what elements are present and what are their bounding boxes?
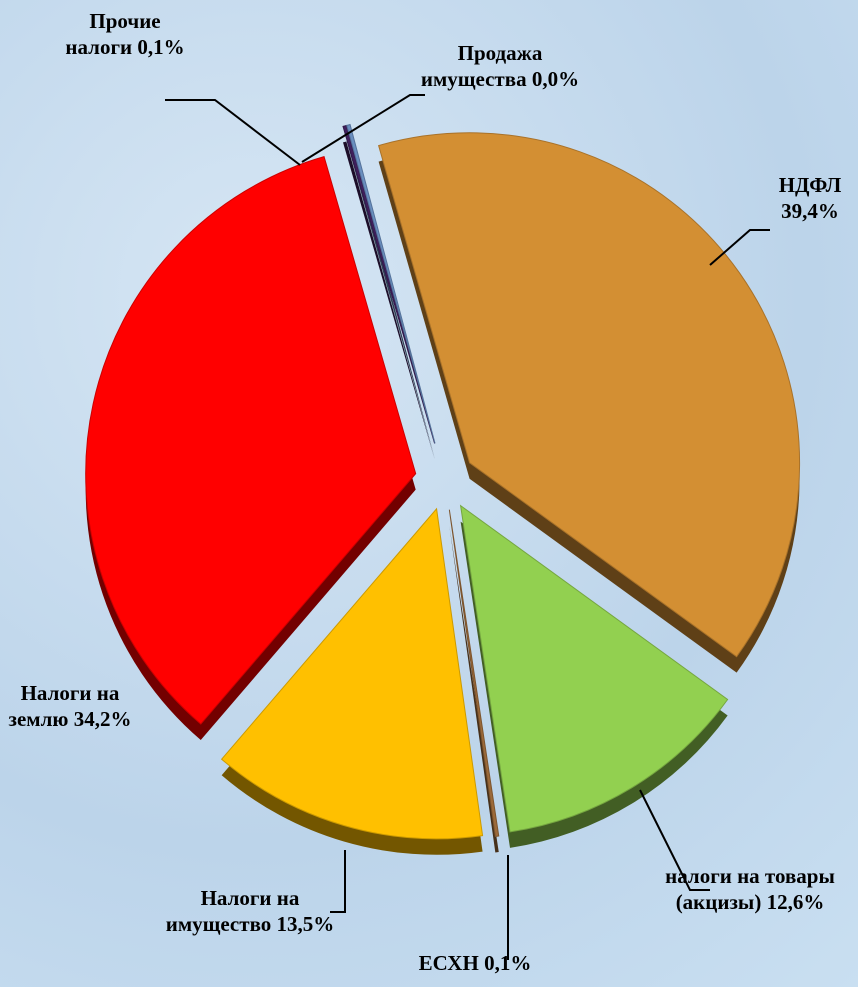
slice: [448, 509, 500, 838]
leader-line: [709, 229, 770, 266]
value-label: 13,5%: [276, 912, 335, 936]
slice-label: Налоги на имущество 13,5%: [160, 885, 340, 937]
value-label: 34,2%: [73, 707, 132, 731]
leader-line: [639, 789, 710, 891]
category-name: Налоги на имущество: [165, 886, 300, 936]
leader-line: [301, 94, 425, 163]
slice-label: ЕСХН 0,1%: [380, 950, 570, 976]
category-name: налоги на товары (акцизы): [665, 864, 835, 914]
slice: [220, 507, 484, 840]
category-name: Налоги на землю: [8, 681, 120, 731]
value-label: 12,6%: [766, 890, 825, 914]
slice-label: Налоги на землю 34,2%: [0, 680, 140, 732]
value-label: 39,4%: [781, 199, 839, 223]
slice: [377, 132, 801, 658]
category-name: Продажа имущества: [420, 41, 543, 91]
slice: [459, 504, 729, 833]
leader-line: [165, 99, 301, 166]
slice-label: налоги на товары (акцизы) 12,6%: [660, 863, 840, 915]
slice: [85, 155, 417, 725]
value-label: 0,0%: [531, 67, 580, 91]
slice: [346, 123, 436, 444]
category-name: НДФЛ: [778, 173, 842, 197]
slice-side: [346, 140, 436, 460]
slice-label: Прочие налоги 0,1%: [60, 8, 190, 60]
value-label: 0,1%: [137, 35, 185, 59]
leader-line: [330, 850, 346, 913]
category-name: ЕСХН: [418, 951, 479, 975]
category-name: Прочие налоги: [65, 9, 161, 59]
slice-side: [343, 141, 435, 460]
slice-label: Продажа имущества 0,0%: [405, 40, 595, 92]
slice-label: НДФЛ 39,4%: [755, 172, 858, 224]
value-label: 0,1%: [484, 951, 532, 975]
